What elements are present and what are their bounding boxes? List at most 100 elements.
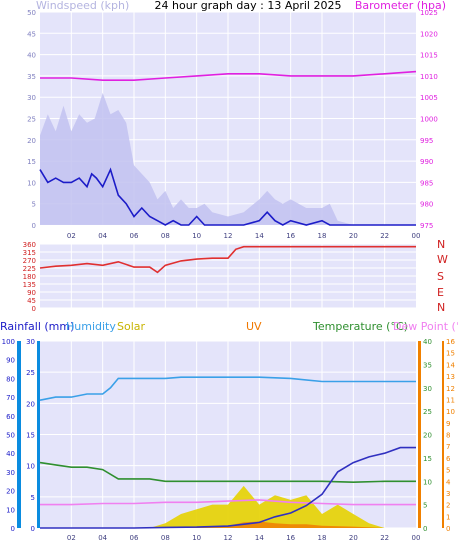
humidity-tick-label: 0 — [31, 525, 35, 533]
x-tick-label: 16 — [286, 534, 295, 542]
temp-tick-label: 25 — [423, 408, 432, 416]
windspeed-axis-title: Windspeed (kph) — [36, 0, 129, 12]
x-tick-label: 22 — [380, 534, 389, 542]
x-tick-label: 12 — [224, 232, 233, 240]
dew-tick-label: 14 — [446, 361, 455, 369]
direction-tick-label: 135 — [23, 281, 36, 289]
x-tick-label: 10 — [192, 232, 201, 240]
wind-tick-label: 5 — [32, 201, 36, 209]
wind-avg-line — [39, 167, 416, 226]
direction-tick-label: 45 — [27, 297, 36, 305]
dewpoint-line — [40, 499, 416, 506]
temperature-axis-title: Temperature (°C) — [312, 320, 408, 333]
humidity-tick-label: 10 — [26, 463, 35, 471]
dew-tick-label: 2 — [446, 502, 450, 510]
chart-marks — [39, 70, 417, 529]
rain-tick-label: 90 — [6, 357, 15, 365]
solar-area — [149, 485, 385, 528]
baro-tick-label: 1015 — [420, 52, 438, 60]
x-tick-label: 04 — [98, 534, 107, 542]
direction-tick-label: 360 — [23, 241, 36, 249]
direction-tick-label: 225 — [23, 265, 36, 273]
wind-gust-area — [40, 92, 416, 226]
wind-tick-label: 30 — [27, 94, 36, 102]
baro-tick-label: 975 — [420, 222, 433, 230]
temp-tick-label: 10 — [423, 478, 432, 486]
x-tick-label: 08 — [161, 232, 170, 240]
dew-tick-label: 10 — [446, 408, 455, 416]
x-tick-label: 18 — [318, 232, 327, 240]
baro-tick-label: 995 — [420, 137, 433, 145]
wind-tick-label: 40 — [27, 52, 36, 60]
humidity-line — [39, 376, 416, 401]
baro-tick-label: 1025 — [420, 9, 438, 17]
rain-tick-label: 70 — [6, 394, 15, 402]
temp-tick-label: 30 — [423, 385, 432, 393]
temperature-line — [39, 461, 416, 484]
dew-tick-label: 0 — [446, 525, 450, 533]
rain-tick-label: 20 — [6, 488, 15, 496]
temp-tick-label: 20 — [423, 432, 432, 440]
x-tick-label: 14 — [255, 534, 264, 542]
x-tick-label: 20 — [349, 232, 358, 240]
humidity-tick-label: 15 — [26, 432, 35, 440]
humidity-axis-title: Humidity — [66, 320, 116, 333]
x-tick-label: 02 — [67, 534, 76, 542]
compass-e: E — [437, 286, 444, 299]
wind-direction-line — [39, 245, 416, 274]
temp-tick-label: 5 — [423, 502, 427, 510]
x-tick-label: 18 — [318, 534, 327, 542]
dew-tick-label: 9 — [446, 420, 450, 428]
temp-tick-label: 40 — [423, 338, 432, 346]
dew-tick-label: 6 — [446, 455, 451, 463]
rain-tick-label: 50 — [6, 432, 15, 440]
rain-tick-label: 80 — [6, 375, 15, 383]
direction-tick-label: 180 — [23, 273, 36, 281]
humidity-tick-label: 25 — [26, 369, 35, 377]
baro-tick-label: 980 — [420, 201, 433, 209]
uv-axis-title: UV — [246, 320, 262, 333]
x-tick-label: 06 — [130, 232, 139, 240]
dew-tick-label: 13 — [446, 373, 455, 381]
x-tick-label: 00 — [412, 232, 421, 240]
dew-tick-label: 16 — [446, 338, 455, 346]
barometer-line — [40, 70, 417, 81]
rain-tick-label: 100 — [2, 338, 15, 346]
x-tick-label: 22 — [380, 232, 389, 240]
dew-tick-label: 15 — [446, 350, 455, 358]
compass-n-top: N — [437, 238, 445, 251]
chart-title: 24 hour graph day : 13 April 2025 — [155, 0, 342, 12]
direction-tick-label: 270 — [23, 257, 36, 265]
wind-tick-label: 0 — [32, 222, 36, 230]
compass-s: S — [437, 270, 444, 283]
humidity-axis-bar — [37, 341, 40, 528]
x-tick-label: 02 — [67, 232, 76, 240]
direction-tick-label: 0 — [32, 305, 36, 313]
wind-tick-label: 50 — [27, 9, 36, 17]
baro-tick-label: 990 — [420, 158, 433, 166]
baro-tick-label: 1005 — [420, 94, 438, 102]
wind-tick-label: 35 — [27, 73, 36, 81]
wind-tick-label: 10 — [27, 179, 36, 187]
dew-tick-label: 1 — [446, 513, 450, 521]
x-tick-label: 16 — [286, 232, 295, 240]
x-tick-label: 20 — [349, 534, 358, 542]
x-tick-label: 12 — [224, 534, 233, 542]
rain-tick-label: 60 — [6, 413, 15, 421]
x-tick-label: 08 — [161, 534, 170, 542]
rainfall-line — [40, 446, 416, 529]
temp-tick-label: 0 — [423, 525, 427, 533]
wind-tick-label: 25 — [27, 116, 36, 124]
temp-axis-bar — [418, 341, 421, 528]
temp-tick-label: 35 — [423, 361, 432, 369]
dew-axis-bar — [442, 341, 444, 528]
humidity-tick-label: 30 — [26, 338, 35, 346]
rain-tick-label: 40 — [6, 450, 15, 458]
rain-tick-label: 30 — [6, 469, 15, 477]
x-tick-label: 04 — [98, 232, 107, 240]
wind-tick-label: 20 — [27, 137, 36, 145]
baro-tick-label: 985 — [420, 179, 433, 187]
temp-tick-label: 15 — [423, 455, 432, 463]
compass-n-bottom: N — [437, 301, 445, 314]
